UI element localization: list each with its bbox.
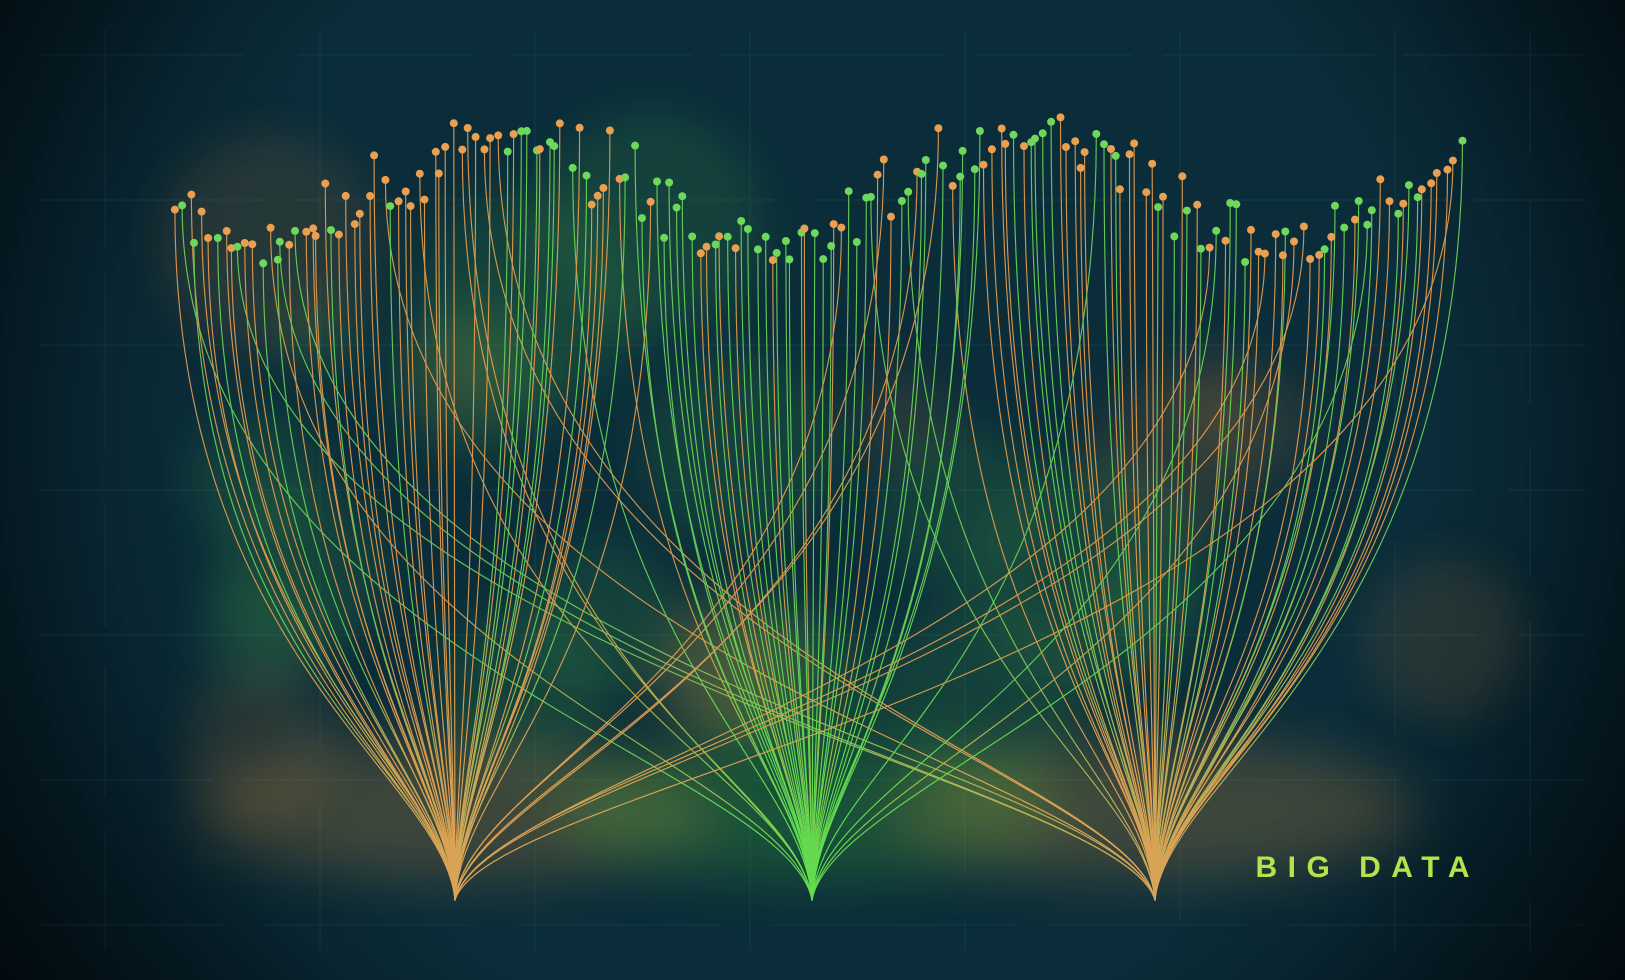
big-data-infographic: BIG DATA (0, 0, 1625, 980)
caption-label: BIG DATA (1255, 851, 1480, 885)
visualization-svg (0, 0, 1625, 980)
